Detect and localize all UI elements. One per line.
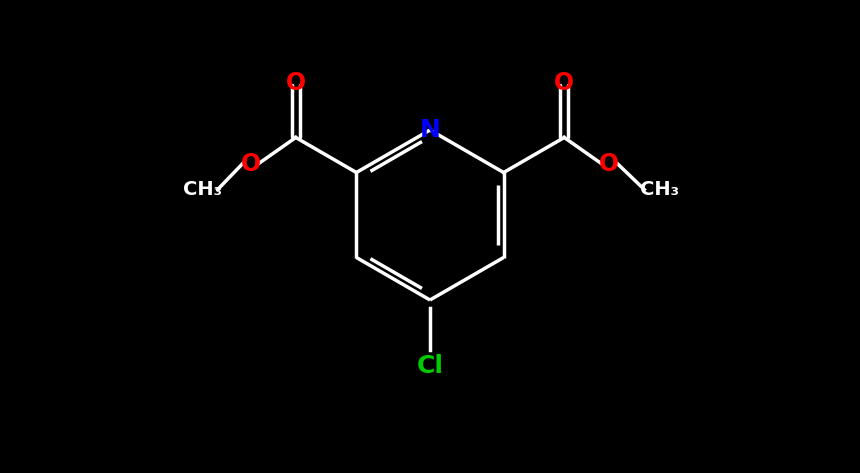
Text: Cl: Cl	[416, 354, 444, 378]
Text: O: O	[599, 151, 619, 175]
Text: N: N	[420, 118, 440, 142]
Text: CH₃: CH₃	[640, 180, 679, 199]
Text: O: O	[554, 71, 574, 96]
Text: O: O	[241, 151, 261, 175]
Text: CH₃: CH₃	[183, 180, 222, 199]
Text: O: O	[286, 71, 306, 96]
